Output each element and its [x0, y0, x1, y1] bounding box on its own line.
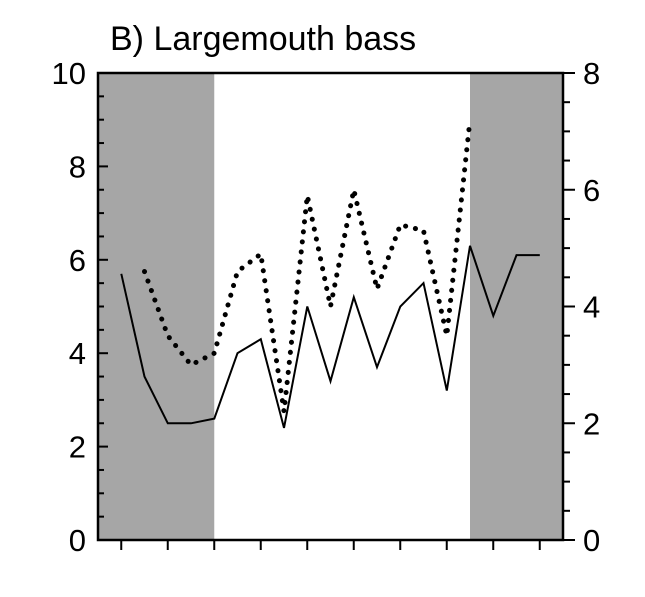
left-tick-label: 6 [69, 243, 86, 278]
left-tick-label: 8 [69, 149, 86, 184]
solid-series-line [120, 245, 540, 429]
tick-labels: 0 2 4 6 8 10 0 2 4 6 8 [52, 56, 601, 558]
chart-title: B) Largemouth bass [110, 20, 416, 58]
right-tick-label: 8 [583, 56, 600, 91]
left-tick-label: 10 [52, 56, 86, 91]
left-tick-label: 2 [69, 430, 86, 465]
right-tick-label: 2 [583, 406, 600, 441]
shaded-regions [98, 73, 563, 540]
shaded-region-1 [98, 73, 215, 540]
right-tick-label: 0 [583, 523, 600, 558]
right-tick-label: 4 [583, 290, 600, 325]
data-series [120, 117, 540, 429]
left-tick-label: 0 [69, 523, 86, 558]
right-tick-label: 6 [583, 173, 600, 208]
shaded-region-2 [470, 73, 563, 540]
axis-ticks [98, 72, 575, 550]
left-tick-label: 4 [69, 336, 86, 371]
dotted-series-line [142, 117, 473, 412]
